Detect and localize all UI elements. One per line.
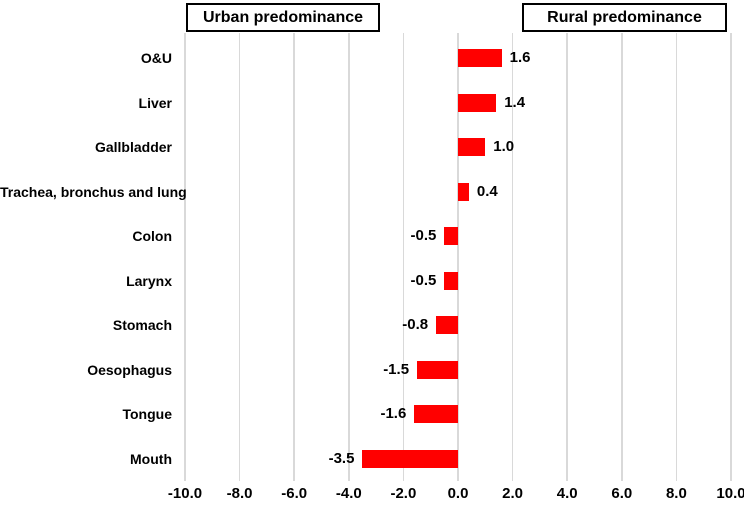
bar-value-label: 1.6 <box>509 49 531 67</box>
category-label: Liver <box>138 94 172 111</box>
x-tick-label: 10.0 <box>716 485 744 502</box>
bar <box>458 93 497 112</box>
bar-value-label: 1.0 <box>493 138 515 156</box>
x-tick-label: 8.0 <box>665 485 687 502</box>
bar-value-label: -0.8 <box>402 316 429 334</box>
category-label: Larynx <box>126 272 172 289</box>
x-tick-label: -4.0 <box>335 485 362 502</box>
gridline <box>402 33 405 481</box>
urban-predominance-label: Urban predominance <box>186 3 380 32</box>
x-tick-label: 6.0 <box>611 485 633 502</box>
category-label: O&U <box>140 50 172 67</box>
gridline <box>511 33 514 481</box>
rural-predominance-label: Rural predominance <box>522 3 727 32</box>
category-label: Colon <box>132 228 172 245</box>
gridline <box>730 33 732 481</box>
gridline <box>238 33 241 481</box>
gridline <box>293 33 295 481</box>
category-label: Stomach <box>112 317 172 334</box>
gridline <box>457 33 459 481</box>
bar-value-label: -0.5 <box>410 227 437 245</box>
bar <box>362 449 458 468</box>
gridline <box>348 33 350 481</box>
bar <box>417 360 458 379</box>
category-label: Tongue <box>122 406 172 423</box>
x-tick-label: -10.0 <box>167 485 203 502</box>
x-tick-label: 4.0 <box>556 485 578 502</box>
gridline <box>566 33 568 481</box>
bar-value-label: 1.4 <box>504 93 526 111</box>
bar <box>436 316 458 335</box>
bar-value-label: -1.5 <box>383 360 410 378</box>
bar <box>458 138 486 157</box>
bar <box>458 182 469 201</box>
bar <box>458 49 502 68</box>
bar <box>444 271 458 290</box>
gridline <box>675 33 678 481</box>
bar-value-label: -1.6 <box>380 405 407 423</box>
x-tick-label: 0.0 <box>447 485 469 502</box>
category-label: Oesophagus <box>87 361 172 378</box>
gridline <box>184 33 186 481</box>
category-label: Gallbladder <box>94 139 172 156</box>
gridline <box>621 33 623 481</box>
bar-value-label: -0.5 <box>410 271 437 289</box>
bar <box>444 227 458 246</box>
bar <box>414 405 458 424</box>
category-label: Trachea, bronchus and lung <box>0 183 187 200</box>
x-tick-label: 2.0 <box>502 485 524 502</box>
category-label: Mouth <box>130 450 172 467</box>
x-tick-label: -6.0 <box>281 485 308 502</box>
x-tick-label: -2.0 <box>390 485 417 502</box>
bar-value-label: -3.5 <box>328 449 355 467</box>
x-tick-label: -8.0 <box>226 485 253 502</box>
bar-value-label: 0.4 <box>476 182 498 200</box>
